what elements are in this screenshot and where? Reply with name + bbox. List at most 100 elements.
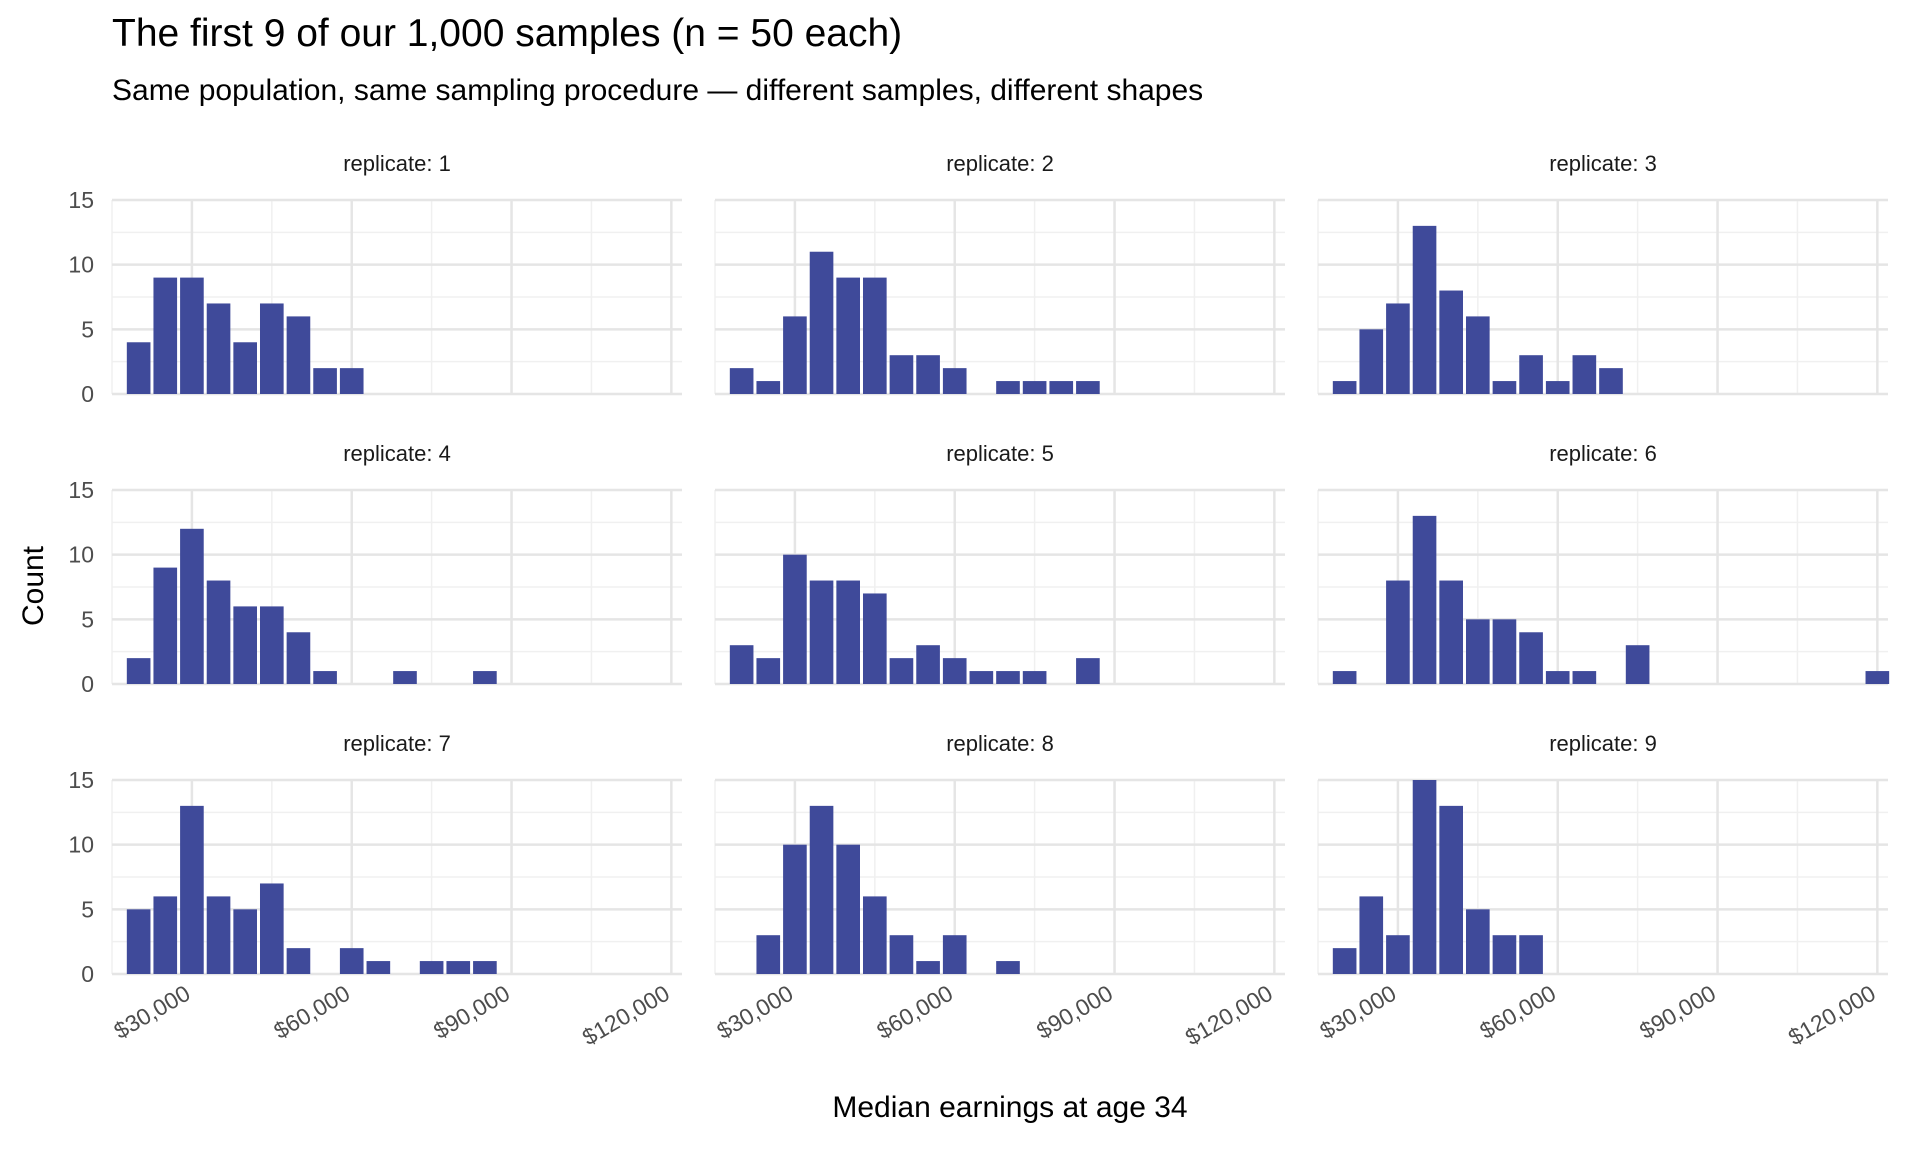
facet-panel-5: replicate: 5 (714, 441, 1285, 686)
facet-panel-3: replicate: 3 (1317, 151, 1888, 396)
facet-panel-1: replicate: 1 0 5 10 15 (68, 151, 682, 407)
histogram-bar (889, 355, 914, 394)
chart-title: The first 9 of our 1,000 samples (n = 50… (112, 12, 903, 55)
x-tick-label: $120,000 (1784, 980, 1880, 1050)
histogram-bar (1519, 355, 1543, 394)
histogram-bar (862, 593, 887, 684)
histogram-bar (942, 368, 967, 394)
histogram-bar (286, 948, 311, 974)
facet-panel-7: replicate: 7 0 5 10 15 $30,000 $60,000 $90,000 $… (68, 731, 682, 1050)
histogram-bar (836, 844, 860, 974)
histogram-bar (1076, 658, 1100, 684)
histogram-bar (969, 671, 994, 684)
y-tick-label: 5 (81, 606, 94, 632)
histogram-bar (783, 844, 807, 974)
facet-panel-8: replicate: 8 $30,000 $60,000 $90,000 $120,00… (712, 731, 1285, 1050)
histogram-bar (206, 580, 231, 684)
histogram-bar (1519, 935, 1543, 974)
histogram-bar (259, 606, 284, 684)
histogram-bar (126, 909, 151, 974)
y-tick-label: 10 (68, 832, 94, 858)
histogram-bar (1545, 671, 1570, 684)
histogram-bar (126, 658, 151, 684)
histogram-bar (393, 671, 417, 684)
histogram-bar (1865, 671, 1890, 684)
y-tick-label: 0 (81, 961, 94, 987)
histogram-bar (286, 632, 311, 684)
facet-panel-4: replicate: 4 0 5 10 15 (68, 441, 682, 697)
facet-panels: replicate: 1 0 5 10 15 replicate: 2 replicate:… (68, 151, 1890, 1050)
histogram-bar (1492, 619, 1517, 684)
y-tick-label: 5 (81, 316, 94, 342)
y-tick-label: 10 (68, 252, 94, 278)
histogram-bar (756, 935, 781, 974)
histogram-bar (942, 658, 967, 684)
facet-panel-2: replicate: 2 (714, 151, 1285, 396)
histogram-bar (1439, 290, 1463, 394)
histogram-bar (153, 896, 178, 974)
histogram-bar (729, 368, 754, 394)
y-tick-label: 10 (68, 542, 94, 568)
x-tick-label: $90,000 (1032, 980, 1117, 1044)
histogram-bar (1439, 805, 1463, 974)
facet-strip-label: replicate: 4 (343, 441, 451, 466)
x-tick-label: $30,000 (1315, 980, 1400, 1044)
histogram-bar (1359, 329, 1384, 394)
histogram-bar (1599, 368, 1623, 394)
histogram-bar (809, 251, 834, 394)
histogram-bar (916, 355, 940, 394)
histogram-bar (836, 277, 860, 394)
histogram-bar (259, 883, 284, 974)
histogram-bar (419, 961, 444, 974)
histogram-bar (126, 342, 151, 394)
histogram-bar (809, 580, 834, 684)
histogram-bar (1572, 355, 1597, 394)
x-tick-label: $60,000 (269, 980, 354, 1044)
histogram-bar (153, 567, 178, 684)
histogram-bar (756, 658, 781, 684)
histogram-bar (996, 961, 1020, 974)
histogram-bar (1465, 619, 1490, 684)
histogram-bar (259, 303, 284, 394)
histogram-bar (180, 277, 204, 394)
histogram-bar (286, 316, 311, 394)
histogram-bar (313, 671, 337, 684)
x-tick-label: $120,000 (578, 980, 674, 1050)
histogram-bar (1492, 935, 1517, 974)
histogram-bar (1572, 671, 1597, 684)
histogram-bar (206, 896, 231, 974)
facet-strip-label: replicate: 5 (946, 441, 1054, 466)
histogram-bar (366, 961, 391, 974)
histogram-bar (1492, 381, 1517, 394)
chart-subtitle: Same population, same sampling procedure… (112, 74, 1204, 107)
histogram-bar (446, 961, 471, 974)
facet-strip-label: replicate: 3 (1549, 151, 1657, 176)
histogram-bar (339, 368, 364, 394)
x-axis-title: Median earnings at age 34 (832, 1091, 1187, 1124)
histogram-bar (809, 805, 834, 974)
histogram-bar (1412, 225, 1437, 394)
x-tick-label: $120,000 (1181, 980, 1277, 1050)
x-tick-label: $90,000 (1635, 980, 1720, 1044)
facet-strip-label: replicate: 6 (1549, 441, 1657, 466)
histogram-bar (233, 342, 257, 394)
histogram-bar (473, 671, 497, 684)
y-axis-title: Count (17, 545, 50, 626)
histogram-bar (1439, 580, 1463, 684)
histogram-bar (1412, 780, 1437, 974)
histogram-bar (862, 277, 887, 394)
histogram-bar (233, 909, 257, 974)
histogram-bar (1049, 381, 1074, 394)
x-tick-label: $60,000 (1475, 980, 1560, 1044)
histogram-bar (996, 381, 1020, 394)
y-tick-label: 5 (81, 896, 94, 922)
facet-panel-6: replicate: 6 (1317, 441, 1890, 686)
facet-strip-label: replicate: 7 (343, 731, 451, 756)
x-tick-label: $30,000 (712, 980, 797, 1044)
histogram-bar (916, 645, 940, 684)
facet-panel-9: replicate: 9 $30,000 $60,000 $90,000 $120,00… (1315, 731, 1888, 1050)
histogram-bar (783, 554, 807, 684)
x-tick-label: $90,000 (429, 980, 514, 1044)
histogram-bar (153, 277, 178, 394)
